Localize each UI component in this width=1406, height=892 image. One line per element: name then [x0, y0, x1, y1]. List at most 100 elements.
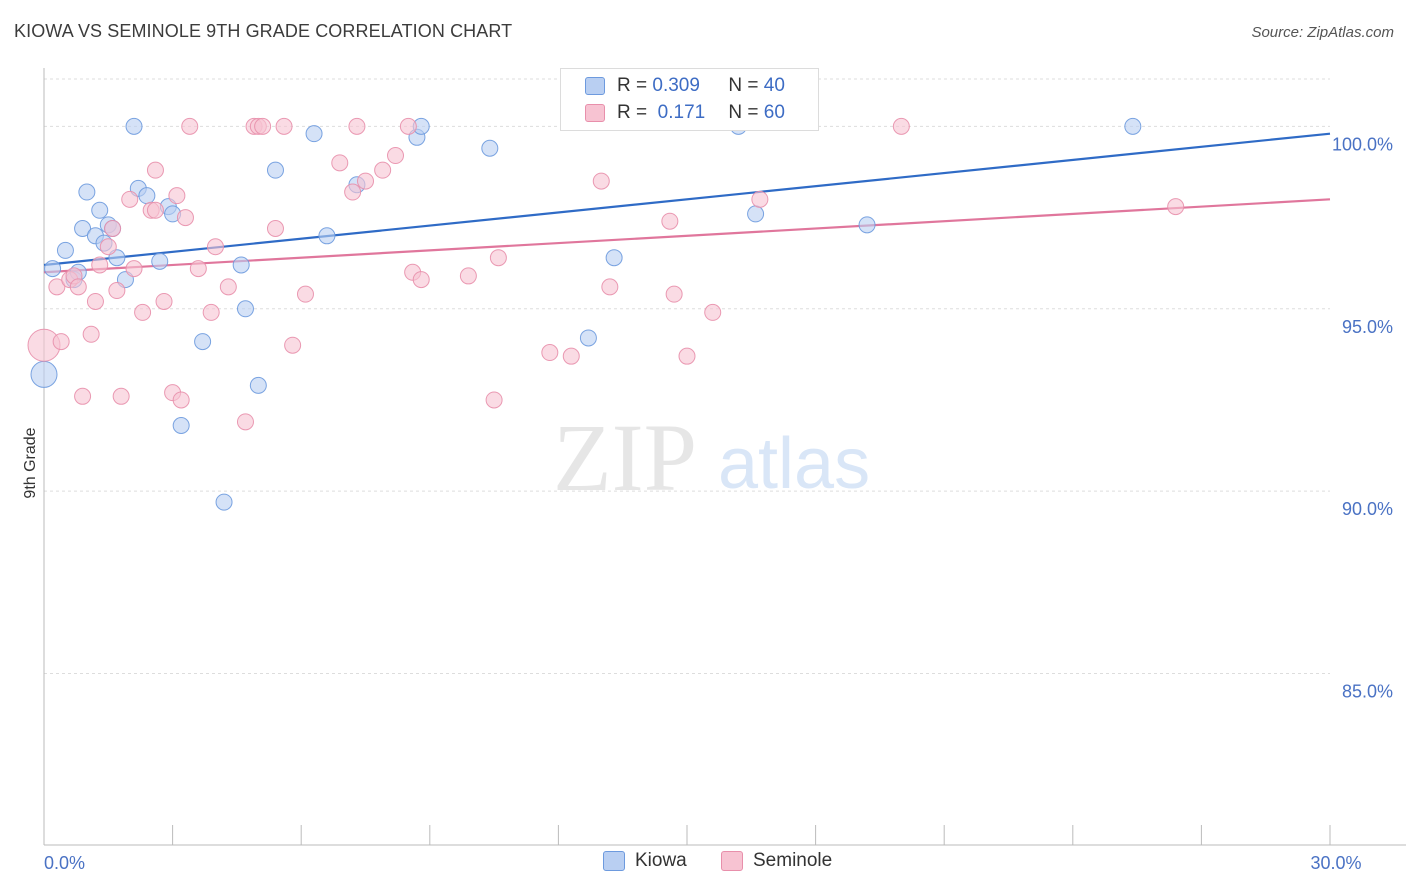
seminole-trend-line	[43, 198, 1331, 274]
legend-row-kiowa: R = 0.309 N = 40	[585, 74, 785, 98]
seminole-point-2	[52, 333, 70, 351]
seminole-point-23	[172, 391, 190, 409]
chart-source: Source: ZipAtlas.com	[1251, 24, 1394, 41]
kiowa-point-27	[305, 125, 323, 143]
seminole-point-7	[82, 325, 100, 343]
seminole-point-35	[275, 117, 293, 135]
seminole-point-33	[254, 117, 272, 135]
seminole-point-18	[146, 201, 164, 219]
seminole-point-54	[661, 212, 679, 230]
kiowa-point-1	[44, 260, 62, 278]
kiowa-point-2	[56, 241, 74, 259]
kiowa-point-22	[215, 493, 233, 511]
kiowa-n-value: 40	[763, 75, 785, 96]
seminole-point-37	[296, 285, 314, 303]
seminole-point-30	[236, 413, 254, 431]
kiowa-point-0	[30, 360, 58, 388]
seminole-r-value: 0.171	[652, 102, 706, 123]
seminole-point-6	[74, 387, 92, 405]
kiowa-point-33	[579, 329, 597, 347]
kiowa-r-label: R =	[617, 75, 653, 96]
seminole-point-27	[202, 303, 220, 321]
kiowa-point-14	[125, 117, 143, 135]
legend-seminole-swatch	[721, 851, 743, 871]
seminole-point-42	[374, 161, 392, 179]
seminole-point-46	[412, 271, 430, 289]
legend-kiowa-swatch	[603, 851, 625, 871]
legend-seminole-label: Seminole	[753, 850, 833, 871]
seminole-point-15	[125, 260, 143, 278]
kiowa-point-16	[138, 187, 156, 205]
seminole-point-60	[1167, 198, 1185, 216]
seminole-point-47	[459, 267, 477, 285]
seminole-point-10	[99, 238, 117, 256]
seminole-point-40	[348, 117, 366, 135]
watermark-zip: ZIP	[553, 404, 697, 511]
seminole-point-20	[155, 292, 173, 310]
seminole-point-8	[86, 292, 104, 310]
legend-item-kiowa[interactable]: Kiowa	[603, 850, 687, 872]
seminole-point-59	[892, 117, 910, 135]
watermark-atlas: atlas	[718, 424, 870, 504]
y-tick-label-2: 95.0%	[1342, 317, 1393, 337]
y-tick-label-0: 85.0%	[1342, 682, 1393, 702]
seminole-point-44	[399, 117, 417, 135]
watermark: ZIP atlas	[553, 404, 870, 511]
seminole-point-39	[344, 183, 362, 201]
kiowa-point-32	[481, 139, 499, 157]
kiowa-point-20	[172, 416, 190, 434]
stats-legend: R = 0.309 N = 40 R = 0.171 N = 60	[560, 68, 819, 131]
series-legend: Kiowa Seminole	[0, 850, 1406, 878]
kiowa-point-37	[858, 216, 876, 234]
kiowa-point-24	[236, 300, 254, 318]
seminole-point-56	[678, 347, 696, 365]
seminole-point-55	[665, 285, 683, 303]
seminole-point-43	[387, 147, 405, 165]
axis-layer	[43, 68, 1406, 846]
kiowa-swatch	[585, 77, 605, 95]
seminole-point-16	[134, 303, 152, 321]
seminole-point-51	[562, 347, 580, 365]
seminole-point-57	[704, 303, 722, 321]
seminole-point-12	[108, 282, 126, 300]
kiowa-point-26	[266, 161, 284, 179]
kiowa-point-21	[194, 333, 212, 351]
seminole-point-58	[751, 190, 769, 208]
seminole-point-48	[485, 391, 503, 409]
seminole-point-19	[146, 161, 164, 179]
seminole-r-label: R =	[617, 102, 653, 123]
legend-kiowa-label: Kiowa	[635, 850, 687, 871]
kiowa-point-28	[318, 227, 336, 245]
seminole-point-14	[121, 190, 139, 208]
seminole-point-26	[189, 260, 207, 278]
y-axis-label: 9th Grade	[22, 427, 39, 498]
seminole-point-13	[112, 387, 130, 405]
kiowa-point-34	[605, 249, 623, 267]
grid-layer	[44, 78, 1330, 675]
chart-title: KIOWA VS SEMINOLE 9TH GRADE CORRELATION …	[14, 21, 513, 41]
seminole-point-22	[168, 187, 186, 205]
x-tick-label-0: 0.0%	[44, 853, 85, 873]
kiowa-point-8	[91, 201, 109, 219]
seminole-point-25	[181, 117, 199, 135]
seminole-swatch	[585, 104, 605, 122]
kiowa-point-5	[74, 220, 92, 238]
kiowa-point-23	[232, 256, 250, 274]
kiowa-point-36	[747, 205, 765, 223]
seminole-point-9	[91, 256, 109, 274]
seminole-n-label: N =	[728, 102, 764, 123]
seminole-point-11	[104, 220, 122, 238]
seminole-point-28	[206, 238, 224, 256]
trend-layer	[43, 132, 1331, 274]
kiowa-r-value: 0.309	[652, 75, 700, 96]
seminole-point-34	[266, 220, 284, 238]
kiowa-point-38	[1124, 117, 1142, 135]
kiowa-point-6	[78, 183, 96, 201]
seminole-point-29	[219, 278, 237, 296]
tick-labels: 85.0% 90.0% 95.0% 100.0% 0.0% 30.0%	[44, 134, 1393, 873]
legend-row-seminole: R = 0.171 N = 60	[585, 101, 785, 125]
seminole-point-50	[541, 344, 559, 362]
legend-item-seminole[interactable]: Seminole	[721, 850, 832, 872]
y-tick-label-1: 90.0%	[1342, 499, 1393, 519]
